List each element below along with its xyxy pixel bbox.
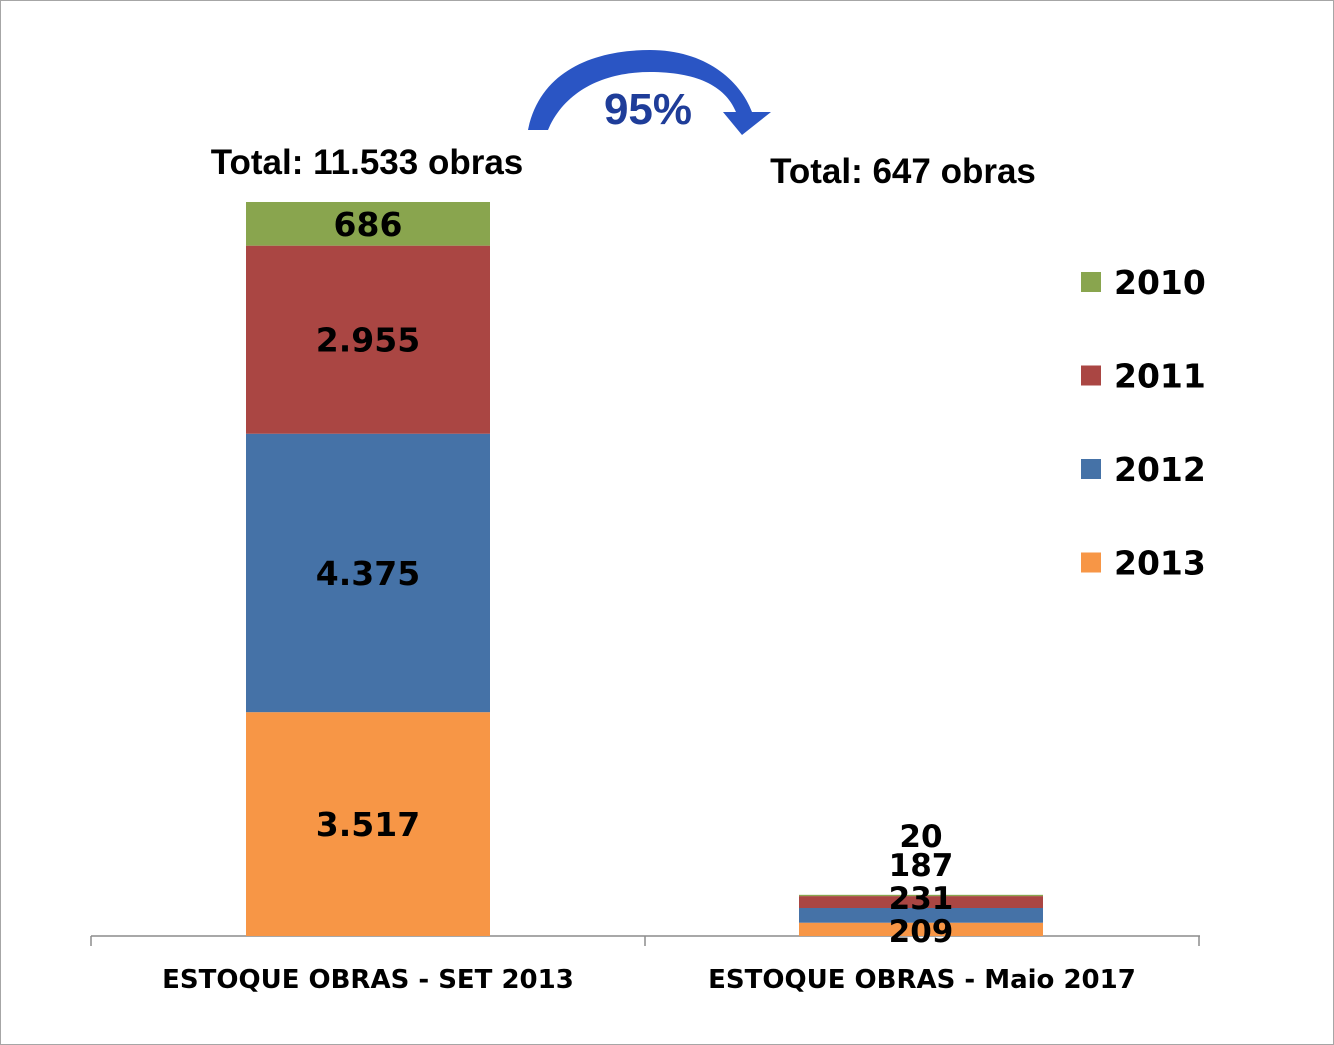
data-label-2010-estoque-obras-set-2013: 686 <box>334 205 403 244</box>
legend-label-2010: 2010 <box>1114 263 1206 302</box>
category-label-set-2013: ESTOQUE OBRAS - SET 2013 <box>162 965 574 995</box>
bar-segment-2010-estoque-obras-maio-2017 <box>799 894 1043 897</box>
legend-swatch-2010 <box>1081 272 1101 292</box>
bars-group <box>246 202 1043 936</box>
data-label-2013-estoque-obras-set-2013: 3.517 <box>316 805 420 844</box>
bar-segment-2010-estoque-obras-set-2013 <box>246 202 490 246</box>
data-label-2012-estoque-obras-maio-2017: 231 <box>889 881 954 917</box>
legend: 2010 2011 2012 2013 <box>1081 263 1206 583</box>
reduction-percentage: 95% <box>604 85 692 134</box>
total-label-2013: Total: 11.533 obras <box>211 143 524 182</box>
legend-swatch-2011 <box>1081 365 1101 386</box>
data-label-2011-estoque-obras-set-2013: 2.955 <box>316 321 420 360</box>
legend-label-2011: 2011 <box>1114 357 1206 396</box>
legend-label-2013: 2013 <box>1114 544 1206 583</box>
bar-segment-2011-estoque-obras-maio-2017 <box>799 896 1043 908</box>
curved-arrow-icon <box>528 50 771 135</box>
data-label-2011-estoque-obras-maio-2017: 187 <box>889 848 954 884</box>
data-label-2012-estoque-obras-set-2013: 4.375 <box>316 554 420 593</box>
total-label-2017: Total: 647 obras <box>770 152 1036 191</box>
bar-segment-2012-estoque-obras-maio-2017 <box>799 907 1043 923</box>
legend-swatch-2012 <box>1081 459 1101 479</box>
bar-segment-2011-estoque-obras-set-2013 <box>246 245 490 434</box>
category-label-maio-2017: ESTOQUE OBRAS - Maio 2017 <box>708 965 1136 995</box>
legend-label-2012: 2012 <box>1114 450 1206 489</box>
data-label-2013-estoque-obras-maio-2017: 209 <box>889 914 954 950</box>
bar-segment-2013-estoque-obras-set-2013 <box>246 712 490 936</box>
bar-segment-2012-estoque-obras-set-2013 <box>246 433 490 713</box>
bar-segment-2013-estoque-obras-maio-2017 <box>799 922 1043 936</box>
data-label-2010-estoque-obras-maio-2017: 20 <box>899 819 942 855</box>
legend-swatch-2013 <box>1081 552 1101 573</box>
